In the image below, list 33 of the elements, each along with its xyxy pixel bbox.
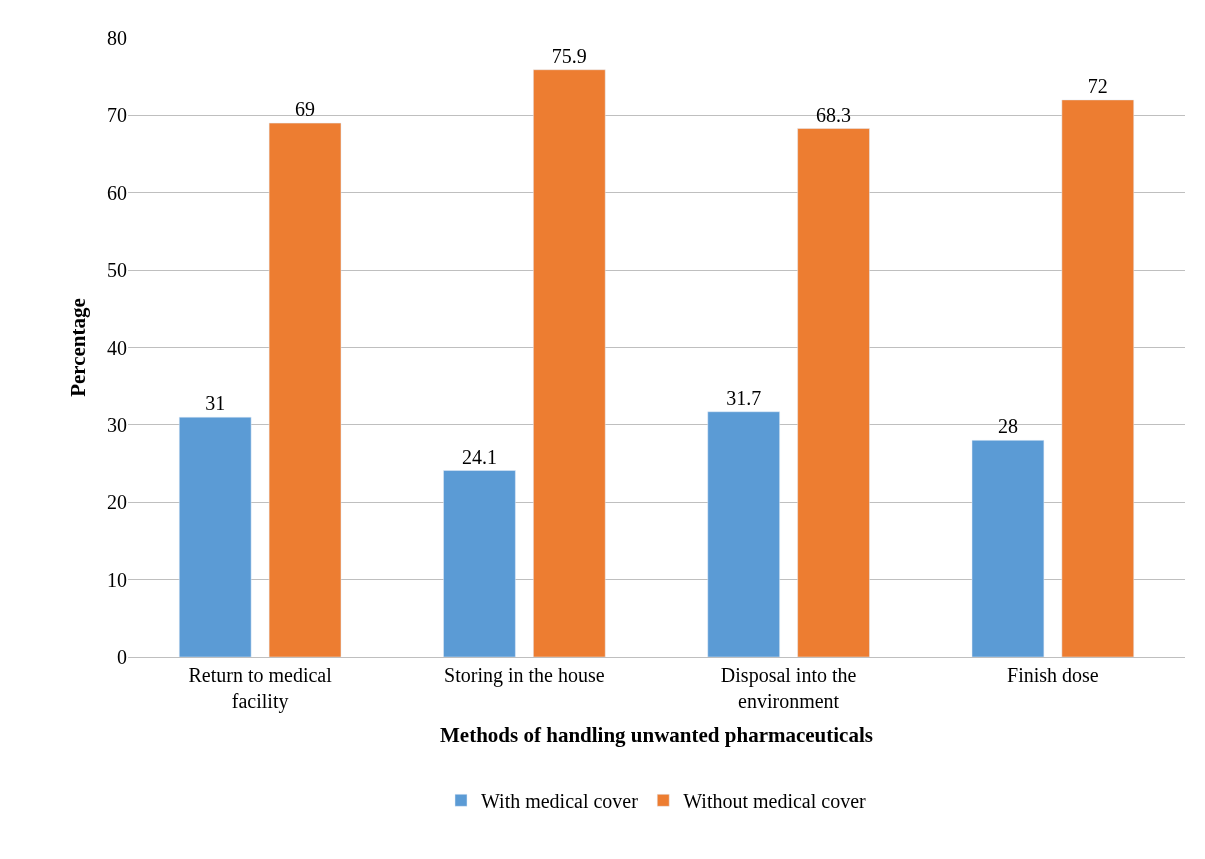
y-tick-label: 60 [107, 181, 127, 204]
legend-label: With medical cover [481, 790, 639, 813]
y-tick-label: 70 [107, 104, 127, 127]
y-tick-label: 30 [107, 413, 127, 436]
y-tick-label: 20 [107, 491, 127, 514]
bar [797, 128, 870, 657]
x-tick-label: Return to medical facility [188, 664, 333, 713]
x-tick-label: Finish dose [1007, 664, 1099, 686]
bar [443, 470, 516, 657]
y-axis-title: Percentage [66, 298, 91, 397]
data-label: 31 [205, 392, 226, 415]
bar [268, 122, 342, 657]
bar [971, 440, 1045, 657]
data-label: 24.1 [461, 445, 497, 468]
bar [707, 411, 780, 657]
data-label: 72 [1087, 74, 1108, 97]
bar [533, 69, 606, 657]
y-tick-label: 80 [107, 27, 127, 49]
data-label: 28 [997, 415, 1018, 438]
x-tick-label: Disposal into the environment [720, 664, 857, 712]
y-tick-label: 0 [117, 646, 127, 668]
x-axis-title: Methods of handling unwanted pharmaceuticals [440, 723, 873, 748]
y-tick-label: 50 [107, 259, 127, 282]
legend-label: Without medical cover [683, 790, 867, 813]
y-tick-label: 10 [107, 568, 127, 591]
data-label: 68.3 [816, 103, 852, 126]
data-label: 75.9 [551, 44, 587, 67]
bar [179, 416, 252, 657]
x-tick-label: Storing in the house [444, 664, 605, 687]
bar [1061, 99, 1134, 657]
data-label: 69 [295, 98, 316, 121]
y-tick-label: 40 [107, 336, 127, 359]
data-label: 31.7 [726, 386, 762, 409]
